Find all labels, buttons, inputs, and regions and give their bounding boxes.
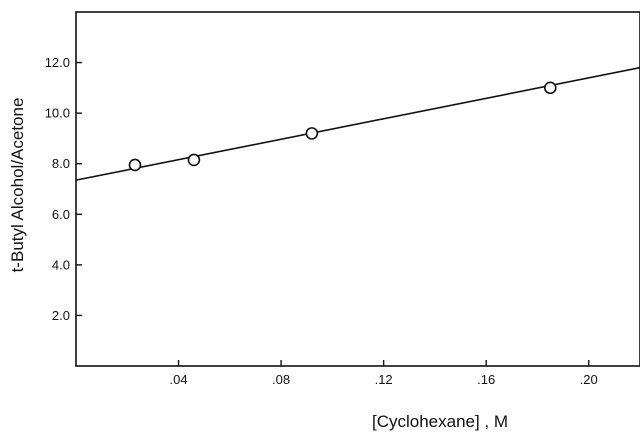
y-axis-title: t-Butyl Alcohol/Acetone — [8, 98, 27, 273]
data-point — [543, 81, 557, 95]
x-tick-label: .20 — [580, 372, 598, 387]
x-tick-label: .08 — [272, 372, 290, 387]
y-tick-label: 8.0 — [52, 156, 70, 171]
x-tick-label: .04 — [170, 372, 188, 387]
y-axis-ticks: 2.0 4.0 6.0 8.0 10.0 12.0 — [45, 55, 82, 323]
data-points — [128, 81, 557, 172]
y-tick-label: 12.0 — [45, 55, 70, 70]
data-point — [187, 153, 201, 167]
y-tick-label: 4.0 — [52, 257, 70, 272]
data-point — [128, 158, 142, 172]
y-tick-label: 2.0 — [52, 308, 70, 323]
x-tick-label: .12 — [375, 372, 393, 387]
y-tick-label: 10.0 — [45, 106, 70, 121]
x-axis-ticks: .04 .08 .12 .16 .20 — [170, 360, 598, 387]
x-tick-label: .16 — [477, 372, 495, 387]
y-tick-label: 6.0 — [52, 207, 70, 222]
plot-frame — [75, 11, 640, 367]
data-point — [305, 127, 319, 140]
x-axis-title: [Cyclohexane] , M — [372, 412, 508, 431]
